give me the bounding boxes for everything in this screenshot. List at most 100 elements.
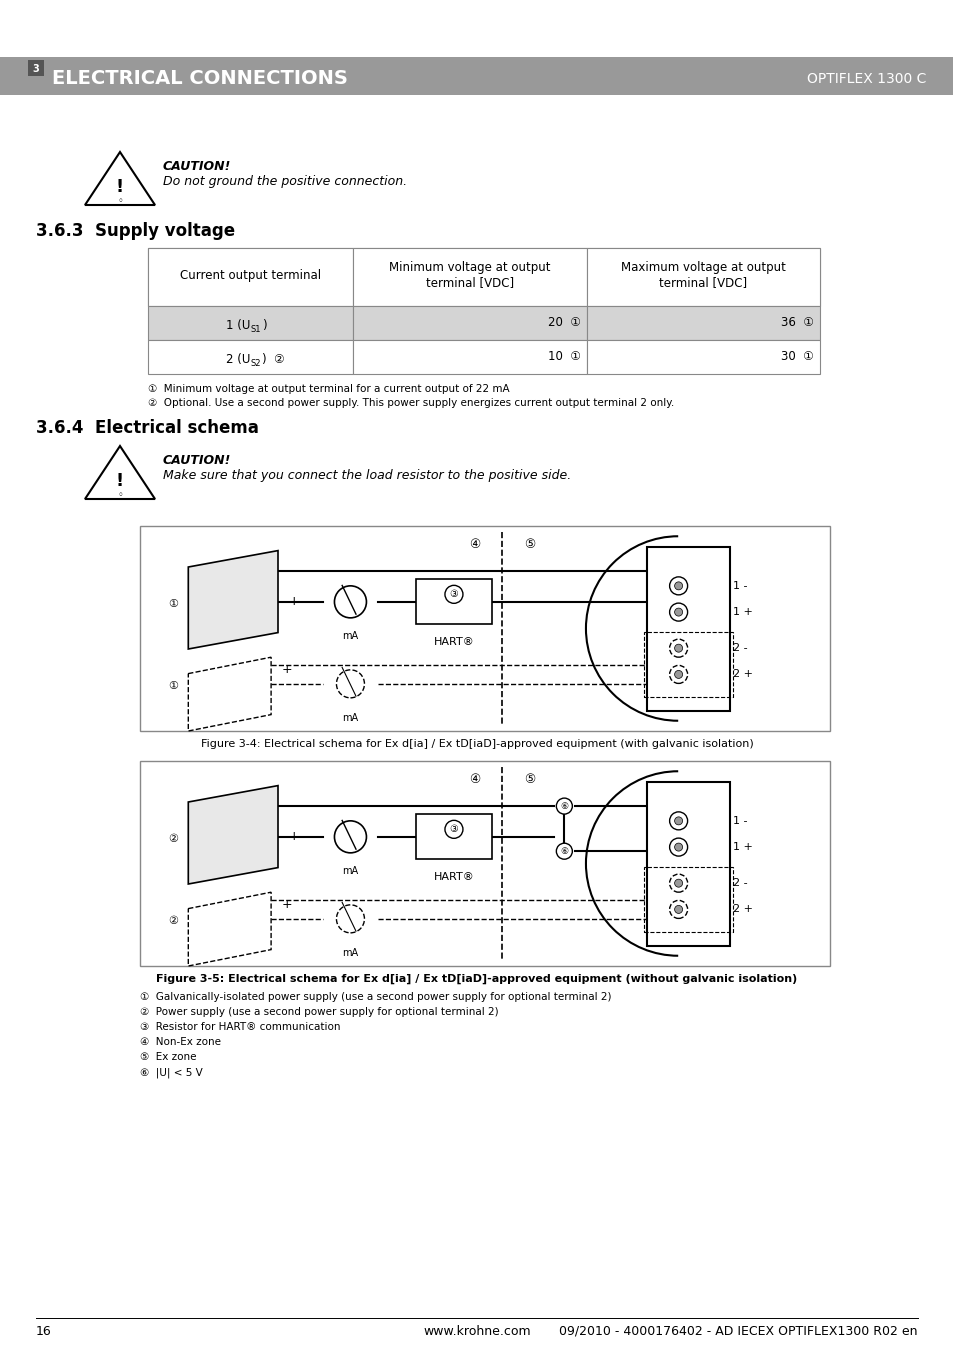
Text: ①  Minimum voltage at output terminal for a current output of 22 mA: ① Minimum voltage at output terminal for… bbox=[148, 384, 509, 394]
Text: Maximum voltage at output
terminal [VDC]: Maximum voltage at output terminal [VDC] bbox=[620, 261, 785, 289]
Text: 3.6.3  Supply voltage: 3.6.3 Supply voltage bbox=[36, 222, 234, 240]
Bar bbox=[646, 547, 729, 711]
Circle shape bbox=[669, 666, 687, 684]
Text: ②: ② bbox=[168, 834, 178, 844]
Text: 10  ①: 10 ① bbox=[547, 350, 580, 363]
Text: -: - bbox=[288, 800, 293, 812]
Text: 09/2010 - 4000176402 - AD IECEX OPTIFLEX1300 R02 en: 09/2010 - 4000176402 - AD IECEX OPTIFLEX… bbox=[558, 1325, 917, 1337]
Polygon shape bbox=[85, 153, 154, 205]
Text: 1 -: 1 - bbox=[733, 581, 747, 590]
Text: )  ②: ) ② bbox=[262, 353, 285, 366]
Text: ◦: ◦ bbox=[117, 490, 123, 500]
Bar bbox=[148, 340, 353, 374]
Circle shape bbox=[669, 838, 687, 857]
Text: ③: ③ bbox=[449, 824, 457, 835]
Text: ③  Resistor for HART® communication: ③ Resistor for HART® communication bbox=[140, 1021, 340, 1032]
Circle shape bbox=[669, 639, 687, 657]
Text: 1 (U: 1 (U bbox=[226, 319, 251, 331]
Text: ②: ② bbox=[168, 916, 178, 925]
Text: ④  Non-Ex zone: ④ Non-Ex zone bbox=[140, 1038, 221, 1047]
Bar bbox=[586, 340, 820, 374]
Text: mA: mA bbox=[342, 866, 358, 875]
Text: mA: mA bbox=[342, 947, 358, 958]
Text: ⑥: ⑥ bbox=[559, 847, 568, 855]
Text: Figure 3-5: Electrical schema for Ex d[ia] / Ex tD[iaD]-approved equipment (with: Figure 3-5: Electrical schema for Ex d[i… bbox=[156, 974, 797, 985]
Text: 2 (U: 2 (U bbox=[226, 353, 251, 366]
Text: HART®: HART® bbox=[433, 871, 474, 882]
Polygon shape bbox=[85, 446, 154, 499]
Text: www.krohne.com: www.krohne.com bbox=[423, 1325, 530, 1337]
Text: ①: ① bbox=[168, 681, 178, 690]
Circle shape bbox=[674, 905, 682, 913]
Text: ④: ④ bbox=[469, 773, 479, 786]
Bar bbox=[586, 249, 820, 305]
Text: +: + bbox=[281, 898, 292, 911]
Circle shape bbox=[669, 577, 687, 594]
Text: ①: ① bbox=[168, 598, 178, 609]
Text: 2 +: 2 + bbox=[733, 669, 753, 680]
Circle shape bbox=[556, 843, 572, 859]
Circle shape bbox=[674, 582, 682, 590]
Circle shape bbox=[674, 817, 682, 825]
Text: ◦: ◦ bbox=[117, 196, 123, 205]
Text: ⑤  Ex zone: ⑤ Ex zone bbox=[140, 1052, 196, 1062]
Text: ⑥: ⑥ bbox=[559, 801, 568, 811]
Bar bbox=[28, 59, 44, 76]
Circle shape bbox=[669, 874, 687, 892]
Bar bbox=[586, 305, 820, 340]
Circle shape bbox=[674, 670, 682, 678]
Text: 16: 16 bbox=[36, 1325, 51, 1337]
Text: 1 +: 1 + bbox=[733, 607, 753, 617]
Bar bbox=[0, 57, 953, 95]
Text: 2 +: 2 + bbox=[733, 904, 753, 915]
Circle shape bbox=[674, 880, 682, 888]
Circle shape bbox=[336, 905, 364, 932]
Text: CAUTION!: CAUTION! bbox=[163, 159, 232, 173]
Bar bbox=[643, 632, 732, 697]
Text: !: ! bbox=[116, 178, 124, 196]
Circle shape bbox=[674, 608, 682, 616]
Text: HART®: HART® bbox=[433, 636, 474, 647]
Text: 30  ①: 30 ① bbox=[781, 350, 813, 363]
Circle shape bbox=[669, 603, 687, 621]
Polygon shape bbox=[188, 551, 277, 648]
Text: ②  Power supply (use a second power supply for optional terminal 2): ② Power supply (use a second power suppl… bbox=[140, 1006, 498, 1017]
Text: ①  Galvanically-isolated power supply (use a second power supply for optional te: ① Galvanically-isolated power supply (us… bbox=[140, 992, 611, 1002]
Text: +: + bbox=[288, 831, 298, 843]
Text: ③: ③ bbox=[449, 589, 457, 600]
Bar bbox=[353, 249, 586, 305]
Circle shape bbox=[674, 843, 682, 851]
Text: Do not ground the positive connection.: Do not ground the positive connection. bbox=[163, 176, 407, 188]
Text: ⑤: ⑤ bbox=[524, 538, 535, 551]
Text: ): ) bbox=[262, 319, 267, 331]
Text: mA: mA bbox=[342, 631, 358, 640]
Text: +: + bbox=[288, 596, 298, 608]
Text: 3.6.4  Electrical schema: 3.6.4 Electrical schema bbox=[36, 419, 258, 436]
Bar bbox=[140, 526, 829, 731]
Text: 20  ①: 20 ① bbox=[547, 316, 580, 330]
Text: 36  ①: 36 ① bbox=[781, 316, 813, 330]
Text: ④: ④ bbox=[469, 538, 479, 551]
Text: +: + bbox=[281, 663, 292, 676]
Text: Make sure that you connect the load resistor to the positive side.: Make sure that you connect the load resi… bbox=[163, 469, 571, 482]
Bar bbox=[353, 340, 586, 374]
Text: Figure 3-4: Electrical schema for Ex d[ia] / Ex tD[iaD]-approved equipment (with: Figure 3-4: Electrical schema for Ex d[i… bbox=[200, 739, 753, 748]
Text: S1: S1 bbox=[251, 324, 261, 334]
Circle shape bbox=[444, 585, 462, 604]
Text: 3: 3 bbox=[32, 63, 39, 74]
Circle shape bbox=[556, 798, 572, 815]
Circle shape bbox=[669, 812, 687, 830]
Bar bbox=[353, 305, 586, 340]
Text: -: - bbox=[288, 565, 293, 578]
Bar bbox=[643, 867, 732, 932]
Circle shape bbox=[674, 644, 682, 653]
Polygon shape bbox=[188, 785, 277, 884]
Text: !: ! bbox=[116, 471, 124, 490]
Text: CAUTION!: CAUTION! bbox=[163, 454, 232, 467]
Text: mA: mA bbox=[342, 712, 358, 723]
Bar bbox=[416, 580, 492, 624]
Text: 2 -: 2 - bbox=[733, 878, 747, 888]
Bar bbox=[646, 781, 729, 946]
Bar bbox=[148, 305, 353, 340]
Text: ②  Optional. Use a second power supply. This power supply energizes current outp: ② Optional. Use a second power supply. T… bbox=[148, 399, 674, 408]
